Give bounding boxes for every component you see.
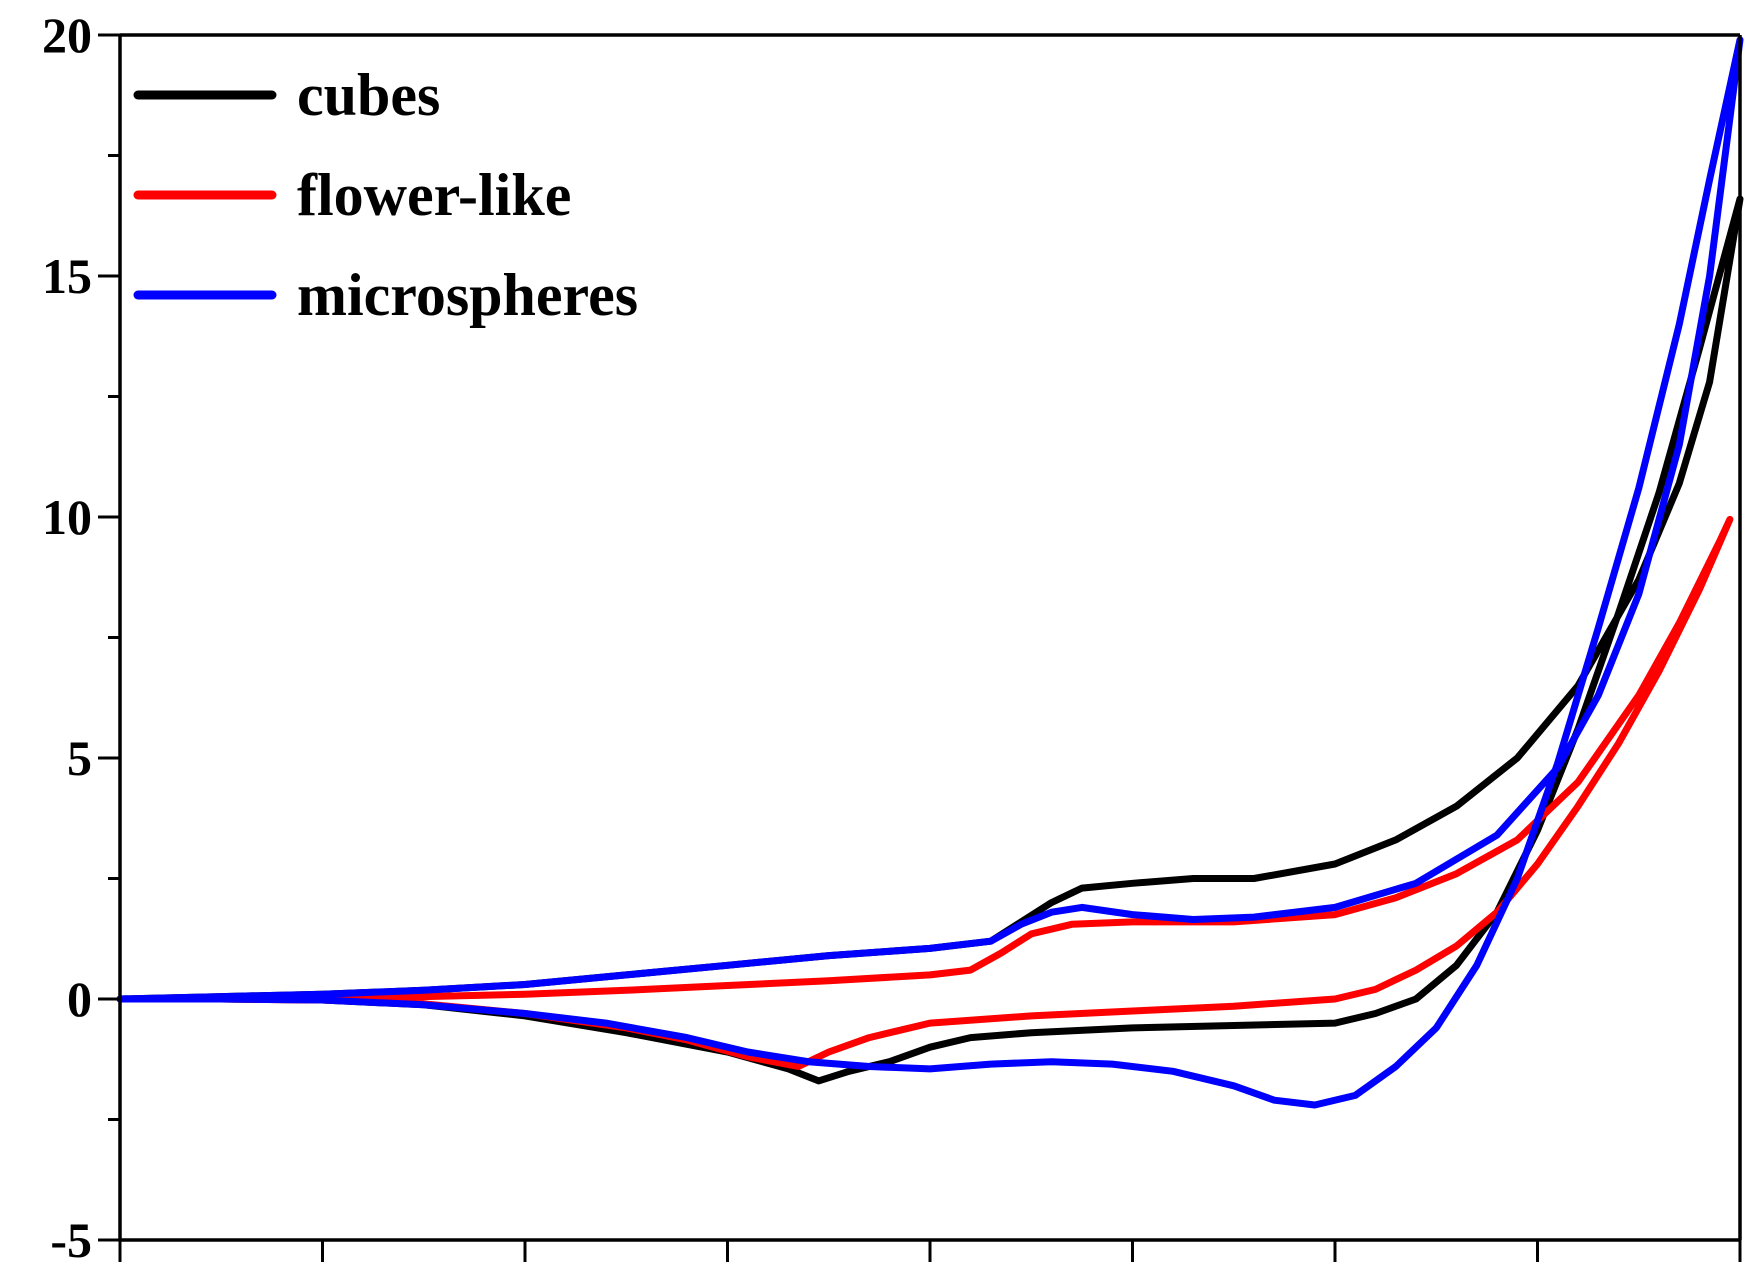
y-tick-label: -5	[50, 1212, 92, 1268]
legend-label: cubes	[297, 62, 440, 128]
legend-label: microspheres	[297, 262, 638, 328]
y-tick-label: 10	[42, 489, 92, 545]
series-line-flower-like	[116, 515, 1734, 1070]
y-tick-label: 20	[42, 7, 92, 63]
y-tick-label: 5	[67, 730, 92, 786]
series-line-microspheres	[116, 36, 1744, 1109]
series-lines	[116, 36, 1744, 1109]
y-tick-label: 0	[67, 971, 92, 1027]
y-tick-label: 15	[42, 248, 92, 304]
x-axis-ticks	[118, 1240, 1742, 1262]
y-axis-ticks: -5 0 5 10 15 20	[42, 7, 120, 1268]
legend-label: flower-like	[297, 162, 571, 228]
legend: cubes flower-like microspheres	[133, 62, 638, 328]
